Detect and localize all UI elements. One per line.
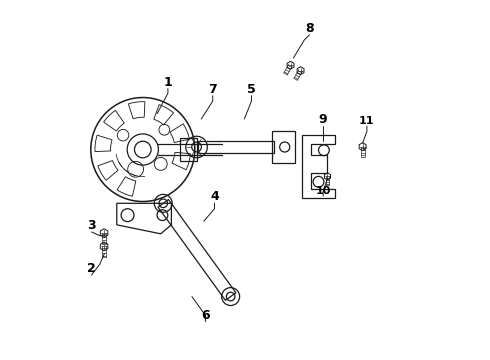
Text: 3: 3 bbox=[87, 219, 96, 232]
Text: 7: 7 bbox=[208, 83, 217, 96]
Text: 4: 4 bbox=[210, 190, 219, 203]
Text: 6: 6 bbox=[201, 309, 210, 321]
Text: 9: 9 bbox=[319, 113, 327, 126]
Text: 8: 8 bbox=[305, 22, 314, 35]
Text: 10: 10 bbox=[316, 186, 331, 196]
Text: 5: 5 bbox=[247, 83, 256, 96]
Text: 1: 1 bbox=[164, 76, 172, 89]
Text: 11: 11 bbox=[359, 116, 375, 126]
Text: 2: 2 bbox=[87, 262, 96, 275]
